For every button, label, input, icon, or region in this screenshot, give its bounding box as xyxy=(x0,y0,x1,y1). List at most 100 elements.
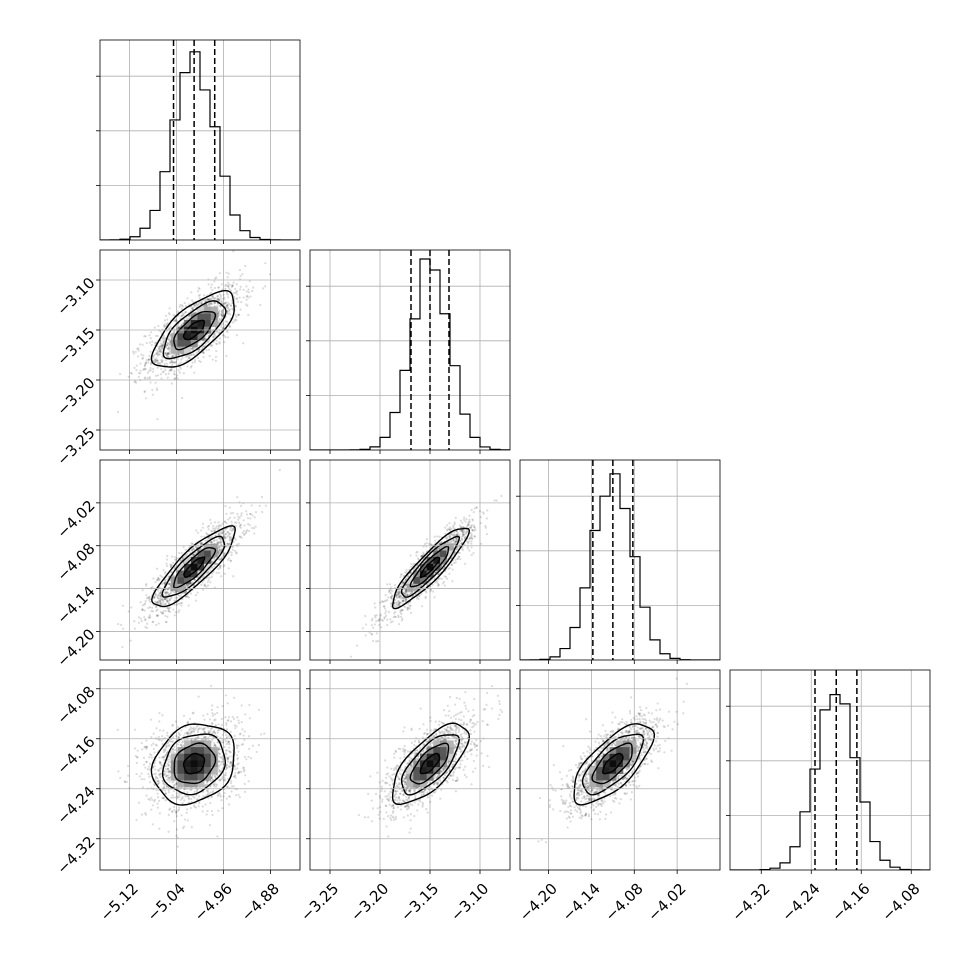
sample-point xyxy=(475,506,478,509)
sample-point xyxy=(454,540,457,543)
sample-point xyxy=(206,298,209,301)
sample-point xyxy=(181,396,184,400)
sample-point xyxy=(189,738,193,741)
sample-point xyxy=(264,285,267,288)
sample-point xyxy=(448,535,452,538)
sample-point xyxy=(458,529,462,532)
sample-point xyxy=(397,590,401,593)
sample-point xyxy=(228,313,232,316)
sample-point xyxy=(162,755,166,758)
sample-point xyxy=(168,808,171,811)
sample-point xyxy=(406,593,409,597)
sample-point xyxy=(375,632,378,635)
sample-point xyxy=(211,712,214,715)
sample-point xyxy=(399,611,402,614)
sample-point xyxy=(217,286,220,289)
sample-point xyxy=(139,617,143,620)
sample-point xyxy=(466,540,469,544)
sample-point xyxy=(218,550,221,553)
sample-point xyxy=(191,306,194,310)
sample-point xyxy=(470,540,473,543)
sample-point xyxy=(150,610,153,613)
sample-point xyxy=(187,584,190,587)
sample-point xyxy=(234,549,237,553)
sample-point xyxy=(193,360,196,364)
sample-point xyxy=(210,684,213,688)
sample-point xyxy=(221,522,224,525)
sample-point xyxy=(165,354,168,357)
sample-point xyxy=(210,541,214,544)
sample-point xyxy=(375,640,378,643)
sample-point xyxy=(188,356,191,360)
sample-point xyxy=(454,551,457,554)
sample-point xyxy=(163,323,166,326)
sample-point xyxy=(415,551,418,554)
contour-line xyxy=(419,556,441,579)
sample-point xyxy=(411,590,414,593)
sample-point xyxy=(248,529,251,533)
sample-point xyxy=(220,556,223,559)
sample-point xyxy=(185,590,188,593)
sample-point xyxy=(170,597,173,600)
sample-point xyxy=(201,345,204,348)
sample-point xyxy=(191,361,194,364)
sample-point xyxy=(181,322,185,325)
sample-point xyxy=(405,593,408,596)
sample-point xyxy=(475,506,479,509)
sample-point xyxy=(232,281,235,284)
sample-point xyxy=(246,304,249,307)
sample-point xyxy=(175,376,178,379)
sample-point xyxy=(141,608,144,611)
sample-point xyxy=(448,535,452,539)
sample-point xyxy=(194,359,197,362)
sample-point xyxy=(185,583,188,587)
sample-point xyxy=(220,315,224,318)
sample-point xyxy=(196,290,200,293)
sample-point xyxy=(424,596,427,600)
sample-point xyxy=(166,777,170,780)
sample-point xyxy=(228,283,231,286)
sample-point xyxy=(384,612,387,615)
sample-point xyxy=(400,615,403,618)
density-cell xyxy=(177,333,185,341)
sample-point xyxy=(216,541,220,544)
sample-point xyxy=(370,619,374,622)
y-tick-label: −4.20 xyxy=(53,625,98,670)
sample-point xyxy=(379,613,382,616)
sample-point xyxy=(209,730,212,733)
sample-point xyxy=(211,295,214,298)
sample-point xyxy=(167,602,171,605)
sample-point xyxy=(374,616,377,619)
sample-point xyxy=(463,537,467,540)
sample-point xyxy=(397,599,400,602)
density-cell xyxy=(204,550,212,558)
sample-point xyxy=(231,307,234,311)
sample-point xyxy=(226,785,229,788)
sample-point xyxy=(173,377,177,380)
sample-point xyxy=(156,359,159,362)
sample-point xyxy=(192,553,195,556)
sample-point xyxy=(149,600,152,603)
sample-point xyxy=(173,614,176,617)
sample-point xyxy=(161,612,164,615)
sample-point xyxy=(151,388,154,392)
sample-point xyxy=(447,527,451,531)
sample-point xyxy=(156,366,159,369)
sample-point xyxy=(204,342,208,345)
sample-point xyxy=(226,310,229,313)
sample-point xyxy=(177,594,181,597)
sample-point xyxy=(401,581,405,585)
sample-point xyxy=(253,527,256,530)
sample-point xyxy=(209,522,213,525)
sample-point xyxy=(202,355,205,359)
sample-point xyxy=(226,304,229,307)
sample-point xyxy=(402,599,405,602)
sample-point xyxy=(185,595,188,598)
sample-point xyxy=(379,614,382,617)
sample-point xyxy=(244,531,248,534)
sample-point xyxy=(187,356,190,360)
sample-point xyxy=(393,584,397,587)
sample-point xyxy=(495,499,498,502)
sample-point xyxy=(155,360,158,363)
sample-point xyxy=(243,524,246,527)
